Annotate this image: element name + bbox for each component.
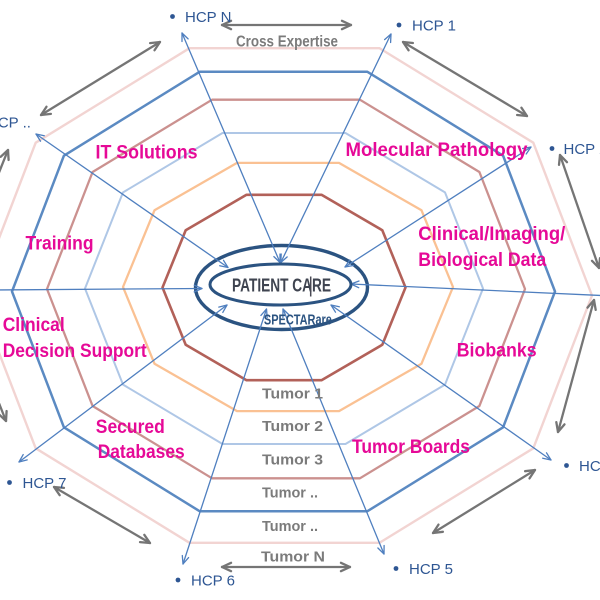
svg-text:Training: Training [26,233,94,255]
svg-text:Clinical: Clinical [3,314,65,336]
svg-text:Tumor N: Tumor N [261,550,325,566]
svg-text:HCP ..: HCP .. [0,115,31,132]
svg-text:Biological Data: Biological Data [418,249,546,271]
svg-text:Cross Expertise: Cross Expertise [236,34,338,51]
svg-text:HCP 5: HCP 5 [409,561,453,578]
svg-text:HCP 7: HCP 7 [23,475,67,492]
svg-text:HCP 4: HCP 4 [579,458,600,475]
svg-text:SPECTARare: SPECTARare [264,313,332,329]
svg-text:HCP 1: HCP 1 [412,18,456,35]
svg-text:Tumor ..: Tumor .. [262,519,318,535]
svg-text:HCP N: HCP N [185,9,231,26]
svg-text:HCP 2: HCP 2 [564,141,600,158]
svg-text:Molecular Pathology: Molecular Pathology [346,139,528,161]
svg-text:IT Solutions: IT Solutions [96,142,198,164]
svg-text:Secured: Secured [96,416,165,438]
svg-text:Tumor 1: Tumor 1 [262,387,323,403]
svg-text:Tumor 3: Tumor 3 [262,452,323,468]
svg-text:Decision Support: Decision Support [3,340,147,362]
svg-text:Tumor Boards: Tumor Boards [352,436,470,458]
svg-text:HCP 6: HCP 6 [191,573,235,590]
svg-text:Biobanks: Biobanks [457,340,537,362]
svg-text:Tumor ..: Tumor .. [262,485,318,501]
svg-text:Clinical/Imaging/: Clinical/Imaging/ [418,223,566,245]
svg-text:PATIENT CARE: PATIENT CARE [232,276,331,296]
svg-text:Tumor 2: Tumor 2 [262,419,323,435]
svg-text:Databases: Databases [98,441,185,463]
